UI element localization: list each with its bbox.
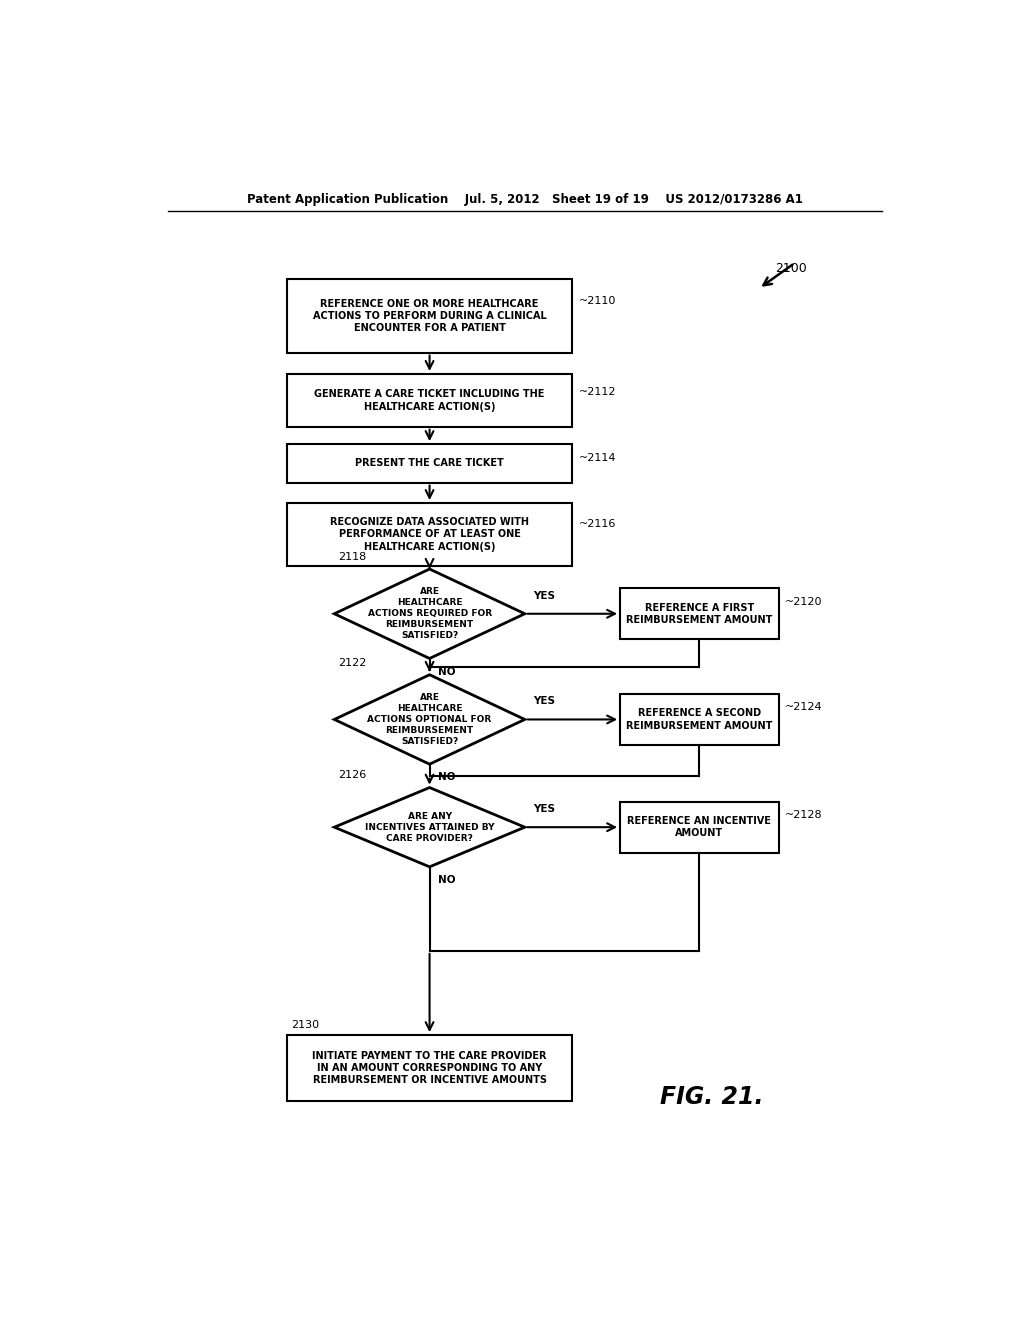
Text: ARE
HEALTHCARE
ACTIONS REQUIRED FOR
REIMBURSEMENT
SATISFIED?: ARE HEALTHCARE ACTIONS REQUIRED FOR REIM… <box>368 587 492 640</box>
FancyBboxPatch shape <box>287 1035 572 1101</box>
Text: NO: NO <box>437 875 455 884</box>
FancyBboxPatch shape <box>287 444 572 483</box>
Text: ARE
HEALTHCARE
ACTIONS OPTIONAL FOR
REIMBURSEMENT
SATISFIED?: ARE HEALTHCARE ACTIONS OPTIONAL FOR REIM… <box>368 693 492 746</box>
Text: YES: YES <box>532 804 555 814</box>
Text: FIG. 21.: FIG. 21. <box>659 1085 763 1109</box>
Text: 2122: 2122 <box>338 657 367 668</box>
Text: ~2116: ~2116 <box>579 519 616 529</box>
Text: 2118: 2118 <box>338 552 367 562</box>
Text: ~2110: ~2110 <box>579 296 616 306</box>
Text: ~2128: ~2128 <box>785 810 822 820</box>
Text: REFERENCE AN INCENTIVE
AMOUNT: REFERENCE AN INCENTIVE AMOUNT <box>628 816 771 838</box>
FancyBboxPatch shape <box>620 694 779 744</box>
Text: NO: NO <box>437 667 455 677</box>
Text: ~2112: ~2112 <box>579 387 616 397</box>
Text: NO: NO <box>437 772 455 783</box>
Text: ~2114: ~2114 <box>579 453 616 463</box>
FancyBboxPatch shape <box>287 280 572 352</box>
Text: REFERENCE A SECOND
REIMBURSEMENT AMOUNT: REFERENCE A SECOND REIMBURSEMENT AMOUNT <box>627 709 772 731</box>
Text: PRESENT THE CARE TICKET: PRESENT THE CARE TICKET <box>355 458 504 469</box>
Text: INITIATE PAYMENT TO THE CARE PROVIDER
IN AN AMOUNT CORRESPONDING TO ANY
REIMBURS: INITIATE PAYMENT TO THE CARE PROVIDER IN… <box>312 1051 547 1085</box>
FancyBboxPatch shape <box>287 374 572 426</box>
Polygon shape <box>334 675 524 764</box>
FancyBboxPatch shape <box>287 503 572 566</box>
Text: YES: YES <box>532 590 555 601</box>
Text: YES: YES <box>532 696 555 706</box>
Text: GENERATE A CARE TICKET INCLUDING THE
HEALTHCARE ACTION(S): GENERATE A CARE TICKET INCLUDING THE HEA… <box>314 389 545 412</box>
Text: RECOGNIZE DATA ASSOCIATED WITH
PERFORMANCE OF AT LEAST ONE
HEALTHCARE ACTION(S): RECOGNIZE DATA ASSOCIATED WITH PERFORMAN… <box>330 517 529 552</box>
FancyBboxPatch shape <box>620 589 779 639</box>
Polygon shape <box>334 569 524 659</box>
Text: 2100: 2100 <box>775 261 807 275</box>
Text: ~2124: ~2124 <box>785 702 822 713</box>
Text: Patent Application Publication    Jul. 5, 2012   Sheet 19 of 19    US 2012/01732: Patent Application Publication Jul. 5, 2… <box>247 193 803 206</box>
FancyBboxPatch shape <box>620 801 779 853</box>
Polygon shape <box>334 788 524 867</box>
Text: REFERENCE A FIRST
REIMBURSEMENT AMOUNT: REFERENCE A FIRST REIMBURSEMENT AMOUNT <box>627 602 772 624</box>
Text: 2126: 2126 <box>338 771 367 780</box>
Text: ARE ANY
INCENTIVES ATTAINED BY
CARE PROVIDER?: ARE ANY INCENTIVES ATTAINED BY CARE PROV… <box>365 812 495 842</box>
Text: ~2120: ~2120 <box>785 597 822 607</box>
Text: 2130: 2130 <box>291 1020 318 1030</box>
Text: REFERENCE ONE OR MORE HEALTHCARE
ACTIONS TO PERFORM DURING A CLINICAL
ENCOUNTER : REFERENCE ONE OR MORE HEALTHCARE ACTIONS… <box>312 298 547 334</box>
